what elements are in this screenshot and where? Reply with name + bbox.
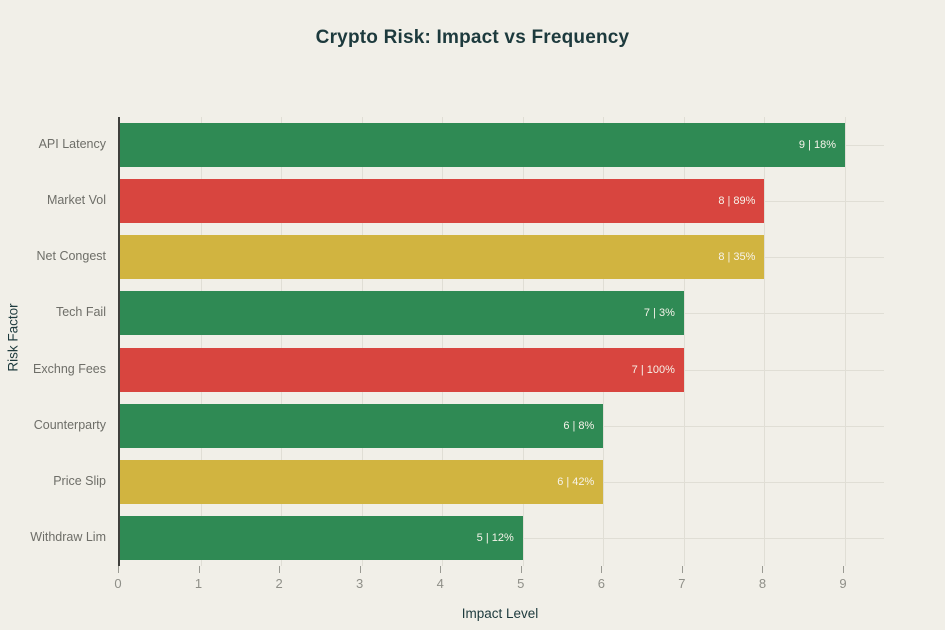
category-label: Price Slip: [53, 473, 106, 488]
x-tick-mark: [440, 566, 442, 573]
plot-area: 9 | 18% 8 | 89% 8 | 35% 7 | 3% 7 | 100% 6 | 8…: [118, 117, 884, 566]
vertical-gridline: [764, 117, 766, 566]
vertical-gridline: [683, 117, 685, 566]
bar-value-label: 6 | 42%: [557, 475, 595, 488]
category-label: Market Vol: [46, 193, 106, 208]
x-tick-label: 0: [114, 576, 122, 591]
x-tick-label: 4: [436, 576, 444, 591]
bar-value-label: 7 | 3%: [643, 307, 675, 320]
x-tick-mark: [198, 566, 200, 573]
category-label: API Latency: [38, 137, 106, 152]
x-tick-label: 9: [839, 576, 847, 591]
chart-title: Crypto Risk: Impact vs Frequency: [315, 27, 630, 48]
x-tick-label: 5: [517, 576, 525, 591]
vertical-gridline: [603, 117, 605, 566]
x-tick-mark: [520, 566, 522, 573]
bar-counterparty: 6 | 8%: [120, 403, 604, 448]
bar-value-label: 9 | 18%: [798, 139, 836, 152]
bar-api-latency: 9 | 18%: [120, 123, 845, 168]
category-label: Tech Fail: [55, 305, 106, 320]
x-tick-mark: [601, 566, 603, 573]
x-tick-label: 2: [275, 576, 283, 591]
x-tick-label: 7: [678, 576, 686, 591]
vertical-gridline: [200, 117, 202, 566]
x-tick-mark: [843, 566, 844, 573]
category-label: Exchng Fees: [33, 361, 106, 376]
x-axis-title: Impact Level: [461, 606, 539, 621]
x-tick-label: 8: [758, 576, 767, 591]
bar-value-label: 7 | 100%: [631, 363, 675, 376]
category-label: Net Congest: [36, 249, 106, 264]
vertical-gridline: [845, 117, 846, 566]
bar-market-vol: 8 | 89%: [120, 179, 765, 224]
x-tick-label: 3: [356, 576, 364, 591]
bar-value-label: 8 | 35%: [718, 251, 756, 264]
x-tick-mark: [762, 566, 764, 573]
vertical-gridline: [522, 117, 524, 566]
bar-price-slip: 6 | 42%: [120, 459, 604, 504]
x-tick-mark: [681, 566, 683, 573]
bar-tech-fail: 7 | 3%: [120, 291, 684, 336]
bar-exchng-fees: 7 | 100%: [120, 347, 684, 392]
bar-value-label: 8 | 89%: [718, 195, 756, 208]
bar-net-congest: 8 | 35%: [120, 235, 765, 280]
bar-value-label: 5 | 12%: [476, 531, 514, 544]
x-tick-mark: [118, 566, 119, 573]
category-label: Withdraw Lim: [30, 529, 106, 544]
x-tick-label: 1: [194, 576, 203, 591]
x-tick-mark: [279, 566, 281, 573]
bar-value-label: 6 | 8%: [563, 419, 595, 432]
category-label: Counterparty: [33, 417, 106, 432]
x-tick-mark: [359, 566, 361, 573]
vertical-gridline: [361, 117, 363, 566]
vertical-gridline: [442, 117, 444, 566]
y-axis-title: Risk Factor: [5, 303, 21, 372]
bar-withdraw-lim: 5 | 12%: [120, 515, 523, 560]
vertical-gridline: [281, 117, 283, 566]
x-tick-label: 6: [597, 576, 605, 591]
